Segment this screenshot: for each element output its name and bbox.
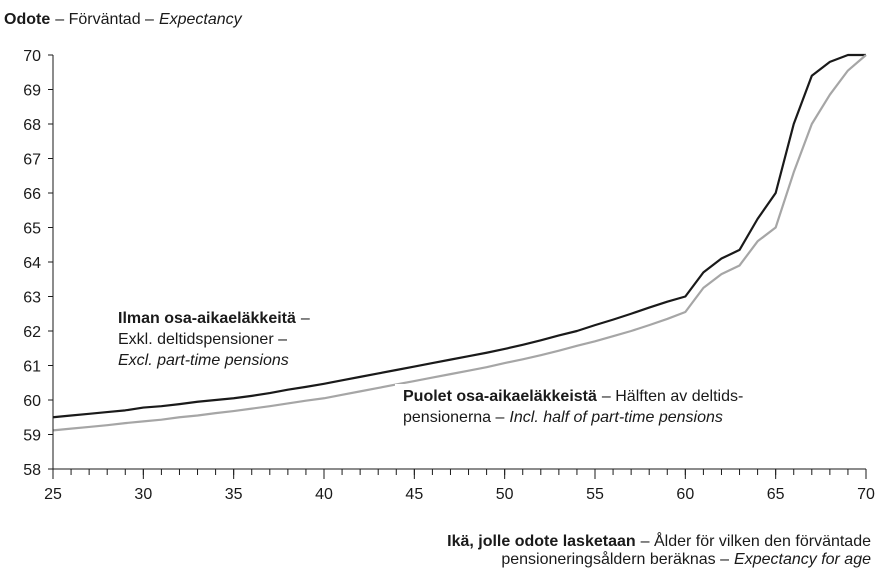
x-tick-label: 40 xyxy=(315,486,333,503)
label-part: pensioneringsåldern beräknas – xyxy=(501,550,729,568)
label-part: – Förväntad – xyxy=(55,11,154,28)
x-tick-label: 35 xyxy=(225,486,243,503)
y-tick-label: 69 xyxy=(23,83,41,100)
label: Ikä, jolle odote lasketaan – Ålder för vi… xyxy=(447,531,871,550)
y-tick-label: 66 xyxy=(23,186,41,203)
y-tick-label: 60 xyxy=(23,393,41,410)
label-part: Odote xyxy=(4,11,50,28)
y-tick-label: 61 xyxy=(23,359,41,376)
label-part: Excl. part-time pensions xyxy=(118,352,289,369)
label: pensionerna – Incl. half of part-time pen… xyxy=(403,409,723,426)
x-tick-label: 65 xyxy=(767,486,785,503)
label-part: Ilman osa-aikaeläkkeitä xyxy=(118,310,296,327)
label: Ilman osa-aikaeläkkeitä – xyxy=(118,310,310,327)
y-tick-label: 68 xyxy=(23,117,41,134)
label-part: Expectancy for age xyxy=(734,551,871,568)
y-tick-label: 67 xyxy=(23,152,41,169)
label: Exkl. deltidspensioner – xyxy=(118,331,287,348)
x-tick-label: 60 xyxy=(676,486,694,503)
y-tick-label: 64 xyxy=(23,255,41,272)
texts: 58 59 60 61 62 63 64 65 66 67 68 69 70 25 30 35 40 45 50 55… xyxy=(4,11,875,568)
x-tick-label: 50 xyxy=(496,486,514,503)
y-tick-label: 65 xyxy=(23,221,41,238)
x-tick-label: 45 xyxy=(405,486,423,503)
y-tick-label: 63 xyxy=(23,290,41,307)
y-tick-label: 58 xyxy=(23,462,41,479)
label-part: – xyxy=(301,310,310,327)
annotation: Puolet osa-aikaeläkkeistä – Hälften av de… xyxy=(395,384,752,430)
label-part: – Ålder för vilken den förväntade xyxy=(641,531,871,550)
label: Odote – Förväntad – Expectancy xyxy=(4,11,243,28)
annotation-bg xyxy=(110,306,318,373)
x-tick-label: 25 xyxy=(44,486,62,503)
x-tick-label: 30 xyxy=(134,486,152,503)
label-part: Expectancy xyxy=(159,11,243,28)
label-part: Ikä, jolle odote lasketaan xyxy=(447,533,636,550)
annotation: Ilman osa-aikaeläkkeitä –Exkl. deltidspen… xyxy=(110,306,318,373)
label: Puolet osa-aikaeläkkeistä – Hälften av de… xyxy=(403,388,743,405)
series-line xyxy=(52,54,867,432)
label-part: pensionerna – xyxy=(403,409,505,426)
label-part: Puolet osa-aikaeläkkeistä xyxy=(403,388,597,405)
annotation-bg xyxy=(395,384,752,430)
label-part: Exkl. deltidspensioner – xyxy=(118,331,287,348)
y-tick-label: 70 xyxy=(23,48,41,65)
label-part: – Hälften av deltids- xyxy=(602,388,743,405)
y-tick-label: 62 xyxy=(23,324,41,341)
series-line xyxy=(52,53,866,419)
x-tick-label: 70 xyxy=(857,486,875,503)
lines xyxy=(52,53,867,432)
y-tick-label: 59 xyxy=(23,428,41,445)
label: pensioneringsåldern beräknas – Expectancy… xyxy=(501,550,871,568)
label: Excl. part-time pensions xyxy=(118,352,289,369)
label-part: Incl. half of part-time pensions xyxy=(509,409,722,426)
x-tick-label: 55 xyxy=(586,486,604,503)
axes xyxy=(48,54,867,479)
